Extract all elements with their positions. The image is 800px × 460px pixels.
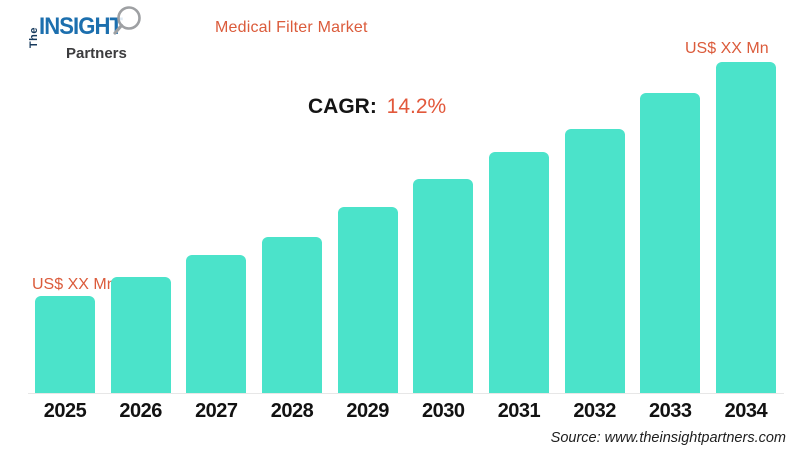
chart-title: Medical Filter Market bbox=[215, 19, 368, 36]
cagr-value: 14.2% bbox=[386, 95, 447, 118]
x-axis-label-2026: 2026 bbox=[119, 400, 162, 422]
magnifier-icon bbox=[113, 6, 141, 35]
logo-partners-text: Partners bbox=[66, 45, 127, 62]
x-axis-label-2034: 2034 bbox=[724, 400, 768, 422]
insight-partners-logo: The INSIGHT Partners bbox=[26, 4, 176, 66]
first-bar-value-label: US$ XX Mn bbox=[32, 276, 116, 293]
source-credit: Source: www.theinsightpartners.com bbox=[550, 430, 786, 446]
bar-2025 bbox=[35, 296, 95, 393]
x-axis-labels: 2025 2026 2027 2028 2029 2030 2031 2032 2033 2034 bbox=[35, 400, 776, 423]
logo-insight-text: INSIGHT bbox=[39, 13, 123, 40]
bar-2031 bbox=[488, 152, 549, 393]
bar-2030 bbox=[413, 179, 474, 393]
bar-2033 bbox=[640, 93, 701, 393]
x-axis-label-2029: 2029 bbox=[346, 400, 389, 422]
x-axis-label-2033: 2033 bbox=[649, 400, 692, 422]
last-bar-value-label: US$ XX Mn bbox=[685, 40, 769, 57]
bar-2027 bbox=[186, 255, 247, 393]
cagr-annotation: CAGR: 14.2% bbox=[308, 95, 446, 119]
x-axis-line bbox=[28, 393, 784, 394]
x-axis-label-2032: 2032 bbox=[573, 400, 616, 422]
bar-2034 bbox=[715, 62, 776, 393]
bar-2029 bbox=[337, 207, 398, 393]
bar-2028 bbox=[261, 237, 322, 393]
bar-2032 bbox=[564, 129, 625, 393]
x-axis-label-2027: 2027 bbox=[195, 400, 238, 422]
x-axis-label-2028: 2028 bbox=[270, 400, 314, 422]
x-axis-label-2031: 2031 bbox=[497, 400, 541, 422]
x-axis-label-2025: 2025 bbox=[43, 400, 87, 422]
bar-series bbox=[35, 62, 776, 393]
bar-2026 bbox=[110, 277, 171, 393]
cagr-label: CAGR: bbox=[308, 95, 377, 118]
x-axis-label-2030: 2030 bbox=[422, 400, 465, 422]
